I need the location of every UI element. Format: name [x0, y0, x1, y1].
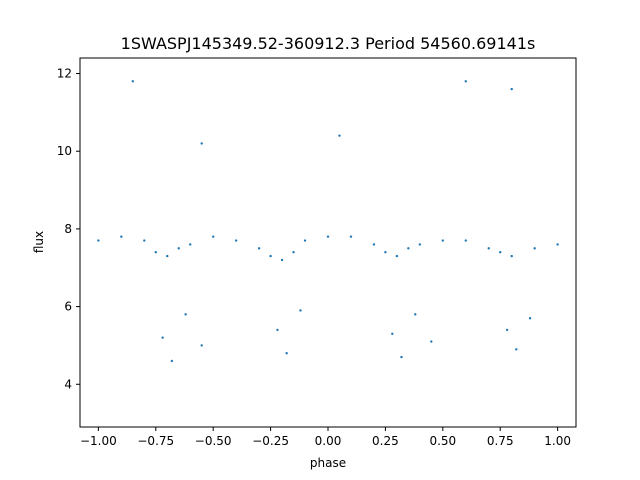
x-tick-label: 0.75: [487, 434, 514, 448]
data-point: [349, 235, 353, 238]
data-point: [200, 142, 203, 145]
data-point: [400, 355, 403, 359]
y-axis: 4 6 8 10 12: [57, 67, 80, 391]
data-point: [391, 332, 394, 335]
data-point: [528, 317, 532, 320]
chart-title: 1SWASPJ145349.52-360912.3 Period 54560.6…: [121, 34, 536, 53]
data-point: [299, 309, 302, 312]
x-tick-label: 0.50: [429, 434, 456, 448]
data-point: [407, 247, 410, 250]
data-point: [120, 235, 123, 238]
data-point: [97, 239, 100, 242]
data-point: [200, 344, 203, 347]
data-point: [143, 239, 146, 242]
data-point: [510, 87, 513, 91]
x-axis-label: phase: [310, 456, 346, 470]
data-point: [161, 336, 164, 339]
y-tick-label: 6: [64, 300, 72, 314]
data-point: [510, 254, 513, 258]
y-axis-label: flux: [32, 231, 46, 253]
data-point: [464, 80, 467, 83]
data-point: [384, 251, 387, 254]
y-tick-label: 8: [64, 222, 72, 236]
plot-frame: [79, 57, 577, 428]
data-point: [414, 313, 417, 316]
data-point: [303, 239, 307, 242]
data-point: [505, 328, 509, 332]
x-tick-label: −1.00: [80, 434, 117, 448]
x-tick-label: 0.00: [315, 434, 342, 448]
x-axis: −1.00 −0.75 −0.50 −0.25 0.00 0.25 0.50 0.75 1.00: [80, 427, 571, 448]
data-point: [276, 328, 279, 332]
x-tick-label: −0.25: [252, 434, 289, 448]
scatter-points: [97, 80, 559, 363]
y-tick-label: 4: [64, 377, 72, 391]
data-point: [184, 313, 187, 316]
data-point: [487, 247, 490, 250]
x-tick-label: −0.50: [195, 434, 232, 448]
y-tick-label: 10: [57, 144, 72, 158]
data-point: [269, 254, 272, 258]
data-point: [234, 239, 238, 242]
data-point: [292, 251, 295, 254]
data-point: [326, 235, 330, 238]
data-point: [131, 80, 135, 83]
x-tick-label: 0.25: [372, 434, 399, 448]
data-point: [189, 243, 192, 246]
data-point: [285, 352, 288, 355]
data-point: [533, 247, 536, 250]
data-point: [430, 340, 433, 343]
x-tick-label: 1.00: [544, 434, 571, 448]
y-tick-label: 12: [57, 67, 72, 81]
data-point: [395, 254, 399, 258]
data-point: [280, 258, 284, 262]
data-point: [177, 247, 180, 250]
data-point: [211, 235, 215, 238]
data-point: [166, 254, 169, 258]
data-point: [338, 134, 341, 137]
data-point: [515, 348, 518, 351]
data-point: [418, 243, 422, 246]
x-tick-label: −0.75: [137, 434, 174, 448]
data-point: [170, 359, 174, 363]
data-point: [441, 239, 445, 242]
data-point: [556, 243, 559, 246]
data-point: [154, 251, 157, 254]
data-point: [464, 239, 467, 242]
data-point: [499, 251, 502, 254]
data-point: [372, 243, 376, 246]
data-point: [257, 247, 261, 250]
